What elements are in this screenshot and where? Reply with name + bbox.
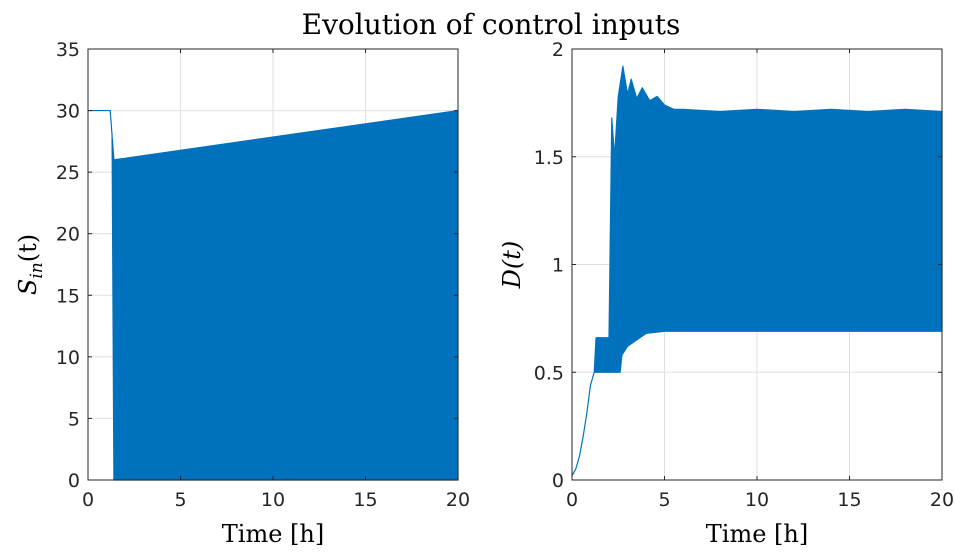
x-axis-label: Time [h] bbox=[706, 520, 808, 548]
x-tick-label: 20 bbox=[930, 489, 954, 511]
y-axis-label: D(t) bbox=[498, 241, 526, 290]
y-axis-label: Sin(t) bbox=[14, 234, 47, 295]
y-tick-label: 0.5 bbox=[534, 362, 564, 384]
chart-dilution: 0 5 10 15 20 0 0.5 1 1.5 2 Time [h] D(t) bbox=[498, 39, 954, 548]
y-tick-label: 20 bbox=[56, 224, 80, 246]
y-tick-label: 1.5 bbox=[534, 147, 564, 169]
x-tick-label: 5 bbox=[174, 489, 186, 511]
y-tick-label: 5 bbox=[68, 408, 80, 430]
x-tick-label: 5 bbox=[658, 489, 670, 511]
y-tick-label: 2 bbox=[552, 39, 564, 61]
x-tick-label: 15 bbox=[837, 489, 861, 511]
y-tick-label: 0 bbox=[552, 470, 564, 492]
x-tick-label: 15 bbox=[353, 489, 377, 511]
y-tick-label: 30 bbox=[56, 101, 80, 123]
y-tick-label: 10 bbox=[56, 347, 80, 369]
chart-s-in: 0 5 10 15 20 0 5 10 15 20 25 30 35 Time [h] Sin(t) bbox=[14, 39, 470, 548]
x-tick-label: 10 bbox=[745, 489, 769, 511]
x-tick-label: 0 bbox=[82, 489, 94, 511]
series-band bbox=[571, 65, 943, 477]
y-tick-label: 35 bbox=[56, 39, 80, 61]
x-tick-label: 20 bbox=[446, 489, 470, 511]
y-tick-label: 0 bbox=[68, 470, 80, 492]
x-tick-label: 0 bbox=[566, 489, 578, 511]
y-tick-label: 25 bbox=[56, 162, 80, 184]
x-axis-label: Time [h] bbox=[222, 520, 324, 548]
y-tick-label: 15 bbox=[56, 285, 80, 307]
series-band bbox=[87, 109, 459, 481]
x-tick-label: 10 bbox=[261, 489, 285, 511]
y-tick-label: 1 bbox=[552, 255, 564, 277]
figure-title: Evolution of control inputs bbox=[302, 8, 681, 41]
